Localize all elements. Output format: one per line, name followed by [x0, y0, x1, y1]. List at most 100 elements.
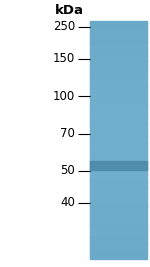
Bar: [90, 211, 147, 213]
Bar: [90, 100, 147, 101]
Bar: [90, 201, 147, 202]
Bar: [90, 135, 147, 137]
Bar: [90, 70, 147, 71]
Bar: [90, 178, 147, 179]
Text: kDa: kDa: [55, 4, 84, 17]
Bar: [90, 110, 147, 112]
Bar: [90, 172, 147, 174]
Bar: [90, 120, 147, 121]
Bar: [90, 66, 147, 68]
Bar: [90, 54, 147, 56]
Bar: [90, 199, 147, 201]
Text: 70: 70: [60, 127, 75, 140]
Bar: [90, 221, 147, 222]
Bar: [90, 224, 147, 226]
Bar: [90, 170, 147, 171]
Bar: [90, 258, 147, 259]
Bar: [90, 60, 147, 62]
Bar: [90, 151, 147, 152]
Bar: [90, 35, 147, 37]
Bar: [90, 145, 147, 146]
Bar: [90, 90, 147, 92]
Bar: [90, 247, 147, 248]
Bar: [90, 132, 147, 133]
Bar: [90, 126, 147, 127]
Bar: [90, 32, 147, 33]
Bar: [90, 117, 147, 119]
Bar: [90, 218, 147, 220]
Bar: [90, 255, 147, 257]
Bar: [90, 25, 147, 26]
Bar: [90, 204, 147, 206]
Bar: [90, 119, 147, 120]
Bar: [90, 143, 147, 145]
Bar: [90, 193, 147, 195]
Bar: [90, 76, 147, 77]
Bar: [90, 85, 147, 87]
Bar: [90, 156, 147, 158]
Bar: [90, 61, 147, 63]
Bar: [90, 252, 147, 253]
Bar: [90, 142, 147, 144]
Bar: [90, 139, 147, 140]
Bar: [90, 42, 147, 44]
Bar: [90, 236, 147, 238]
Bar: [90, 91, 147, 93]
Bar: [90, 189, 147, 190]
Bar: [90, 31, 147, 32]
Bar: [90, 52, 147, 53]
Bar: [90, 111, 147, 113]
Bar: [90, 33, 147, 34]
Bar: [90, 192, 147, 194]
Bar: [90, 196, 147, 197]
Bar: [90, 79, 147, 81]
Bar: [90, 41, 147, 43]
Bar: [90, 185, 147, 187]
Bar: [90, 176, 147, 177]
Bar: [90, 177, 147, 178]
Bar: [90, 134, 147, 135]
Bar: [90, 56, 147, 57]
Bar: [90, 78, 147, 80]
Bar: [90, 93, 147, 95]
Bar: [90, 231, 147, 233]
Bar: [90, 77, 147, 78]
Bar: [90, 210, 147, 211]
Bar: [90, 136, 147, 138]
Bar: [90, 203, 147, 204]
Bar: [90, 235, 147, 236]
Bar: [90, 27, 147, 29]
Bar: [90, 37, 147, 38]
Bar: [90, 160, 147, 162]
Text: 50: 50: [60, 164, 75, 177]
Bar: [90, 161, 147, 170]
Bar: [90, 182, 147, 183]
Text: 150: 150: [53, 52, 75, 65]
Bar: [90, 116, 147, 117]
Bar: [90, 240, 147, 241]
Bar: [90, 246, 147, 247]
Bar: [90, 63, 147, 64]
Bar: [90, 53, 147, 55]
Bar: [90, 59, 147, 61]
Bar: [90, 114, 147, 115]
Bar: [90, 190, 147, 191]
Bar: [90, 229, 147, 230]
Bar: [90, 152, 147, 153]
Bar: [90, 217, 147, 219]
Bar: [90, 198, 147, 199]
Bar: [90, 171, 147, 172]
Bar: [90, 47, 147, 49]
Bar: [90, 127, 147, 128]
Bar: [90, 228, 147, 229]
Bar: [90, 88, 147, 89]
Bar: [90, 140, 147, 141]
Bar: [90, 216, 147, 217]
Bar: [90, 109, 147, 111]
Bar: [90, 206, 147, 208]
Bar: [90, 138, 147, 139]
Bar: [90, 73, 147, 75]
Bar: [90, 130, 147, 132]
Bar: [90, 163, 147, 164]
Bar: [90, 51, 147, 52]
